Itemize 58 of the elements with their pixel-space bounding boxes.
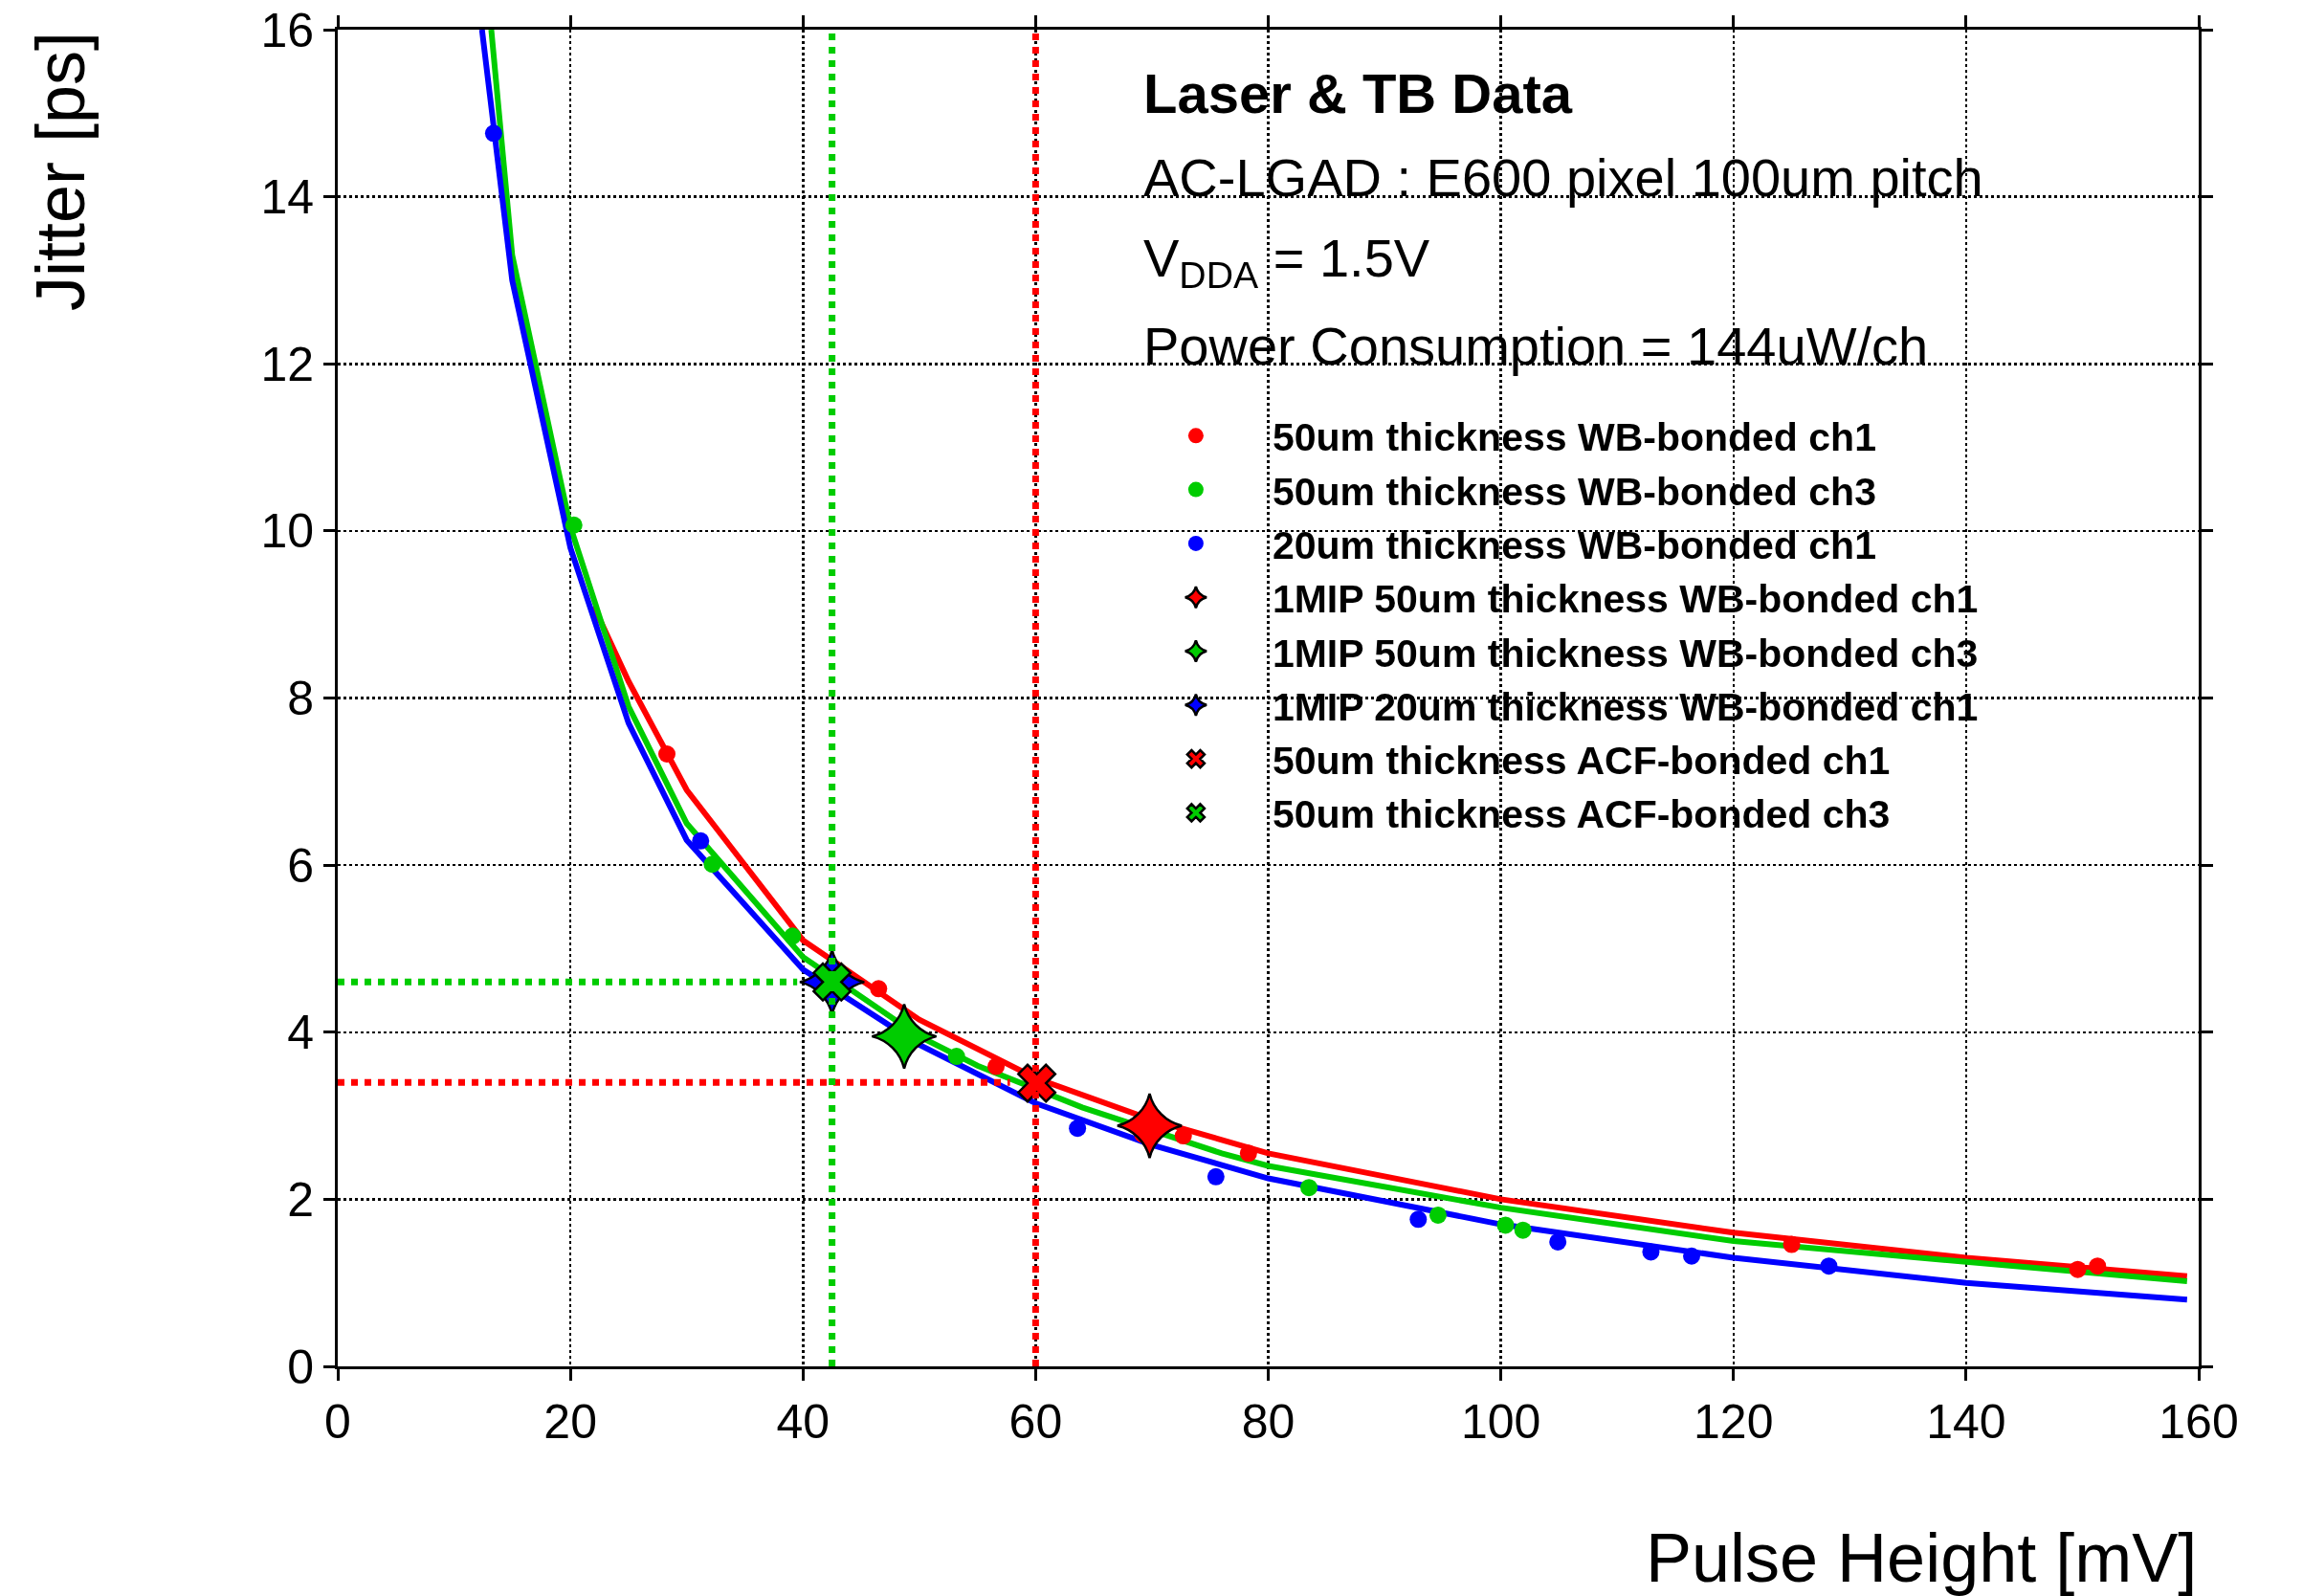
point bbox=[1207, 1167, 1225, 1186]
point bbox=[987, 1057, 1006, 1075]
legend-label: 50um thickness WB-bonded ch3 bbox=[1272, 469, 1876, 514]
legend-label: 1MIP 50um thickness WB-bonded ch3 bbox=[1272, 631, 1979, 676]
x-tick-label: 0 bbox=[324, 1395, 351, 1449]
point bbox=[1409, 1210, 1428, 1229]
legend-label: 50um thickness ACF-bonded ch1 bbox=[1272, 739, 1891, 784]
point bbox=[1300, 1179, 1318, 1197]
point bbox=[1116, 1092, 1184, 1160]
y-tick-label: 8 bbox=[287, 672, 314, 725]
point bbox=[870, 980, 888, 998]
x-tick-label: 40 bbox=[776, 1395, 830, 1449]
y-tick-label: 16 bbox=[260, 3, 314, 57]
y-tick-label: 14 bbox=[260, 170, 314, 225]
point bbox=[1069, 1119, 1087, 1138]
point bbox=[2069, 1260, 2087, 1278]
annotation: Power Consumption = 144uW/ch bbox=[1143, 316, 1929, 376]
point bbox=[1017, 1063, 1057, 1103]
point bbox=[484, 124, 502, 143]
x-tick-label: 20 bbox=[543, 1395, 597, 1449]
x-tick-label: 80 bbox=[1241, 1395, 1295, 1449]
point bbox=[947, 1048, 965, 1066]
y-tick-label: 0 bbox=[287, 1340, 314, 1394]
point bbox=[1496, 1216, 1515, 1234]
point bbox=[1820, 1257, 1838, 1275]
point bbox=[2089, 1257, 2107, 1275]
point bbox=[1239, 1144, 1257, 1163]
legend-label: 20um thickness WB-bonded ch1 bbox=[1272, 522, 1876, 567]
y-tick-label: 10 bbox=[260, 504, 314, 559]
point bbox=[871, 1003, 938, 1070]
annotation: V$_{DDA}$ = 1.5V bbox=[1143, 228, 1430, 296]
y-tick-label: 2 bbox=[287, 1172, 314, 1227]
point bbox=[658, 745, 676, 763]
y-tick-label: 6 bbox=[287, 838, 314, 893]
y-axis-title: Jitter [ps] bbox=[22, 31, 99, 311]
x-axis-title: Pulse Height [mV] bbox=[1646, 1519, 2198, 1596]
point bbox=[1783, 1235, 1801, 1253]
annotation: Laser & TB Data bbox=[1143, 62, 1573, 124]
point bbox=[1683, 1247, 1700, 1265]
point bbox=[784, 927, 802, 945]
point bbox=[703, 855, 721, 874]
annotation: AC-LGAD : E600 pixel 100um pitch bbox=[1143, 147, 1983, 208]
point bbox=[1642, 1243, 1660, 1261]
point bbox=[1549, 1232, 1567, 1251]
point bbox=[692, 831, 710, 850]
point bbox=[1428, 1206, 1447, 1224]
legend-label: 1MIP 50um thickness WB-bonded ch1 bbox=[1272, 577, 1979, 622]
y-tick-label: 12 bbox=[260, 337, 314, 391]
x-tick-label: 160 bbox=[2159, 1395, 2239, 1449]
point bbox=[1514, 1221, 1532, 1239]
x-tick-label: 100 bbox=[1460, 1395, 1541, 1449]
x-tick-label: 120 bbox=[1694, 1395, 1774, 1449]
x-tick-label: 140 bbox=[1926, 1395, 2006, 1449]
point bbox=[565, 516, 583, 534]
x-tick-label: 60 bbox=[1008, 1395, 1063, 1449]
y-tick-label: 4 bbox=[287, 1006, 314, 1060]
legend-label: 50um thickness ACF-bonded ch3 bbox=[1272, 792, 1891, 837]
legend-label: 50um thickness WB-bonded ch1 bbox=[1272, 415, 1876, 460]
